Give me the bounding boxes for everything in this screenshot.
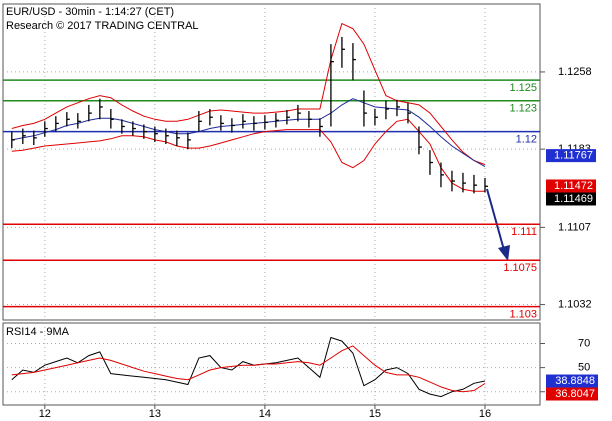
forecast-arrow — [486, 188, 510, 261]
level-label: 1.103 — [509, 309, 537, 321]
chart-title: EUR/USD - 30min - 1:14:27 (CET) — [6, 6, 174, 18]
y-tick-label: 1.1032 — [558, 298, 592, 310]
value-box — [546, 387, 598, 401]
value-box-label: 38.8848 — [555, 375, 595, 387]
rsi-line — [11, 336, 486, 398]
band-lower — [11, 118, 485, 192]
value-box-label: 36.8047 — [555, 388, 595, 400]
level-label: 1.111 — [511, 226, 537, 238]
rsi-line — [11, 345, 486, 393]
x-tick-label: 14 — [259, 408, 271, 420]
level-label: 1.12 — [516, 134, 537, 146]
y-tick-label: 1.1258 — [558, 66, 592, 78]
value-box — [546, 192, 596, 206]
level-label: 1.123 — [509, 103, 537, 115]
value-box-label: 1.11472 — [554, 180, 593, 192]
y-tick-label: 70 — [578, 337, 590, 349]
x-tick-label: 15 — [369, 408, 381, 420]
band-upper — [11, 22, 486, 166]
value-box-label: 1.11469 — [554, 193, 593, 205]
x-tick-label: 13 — [149, 408, 161, 420]
level-label: 1.125 — [509, 82, 537, 94]
y-tick-label: 50 — [578, 362, 590, 374]
value-box — [546, 374, 598, 388]
x-tick-label: 16 — [479, 408, 491, 420]
price-frame — [2, 3, 541, 321]
value-box — [546, 179, 596, 193]
chart-subtitle: Research © 2017 TRADING CENTRAL — [6, 20, 199, 32]
rsi-frame — [2, 322, 541, 406]
band-middle — [11, 98, 486, 168]
rsi-title: RSI14 - 9MA — [6, 326, 70, 338]
value-box-label: 1.11767 — [554, 150, 593, 162]
y-tick-label: 1.1107 — [558, 221, 591, 233]
value-box — [546, 149, 596, 163]
x-tick-label: 12 — [39, 408, 51, 420]
level-label: 1.1075 — [503, 262, 537, 274]
